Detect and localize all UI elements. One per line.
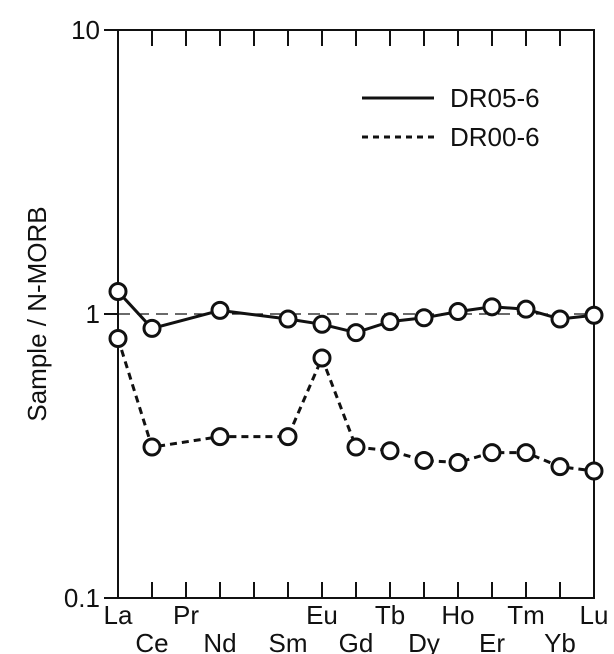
data-point-2 <box>312 348 332 368</box>
legend-label-1: DR05-6 <box>450 83 540 113</box>
data-point-1 <box>312 314 332 334</box>
series-layer <box>108 282 604 481</box>
y-tick-label: 10 <box>71 15 100 45</box>
data-point-2 <box>142 437 162 457</box>
y-tick-label: 0.1 <box>64 583 100 613</box>
data-point-2 <box>448 452 468 472</box>
data-point-2 <box>108 328 128 348</box>
data-point-1 <box>414 308 434 328</box>
x-tick-label: Tb <box>375 600 405 630</box>
x-tick-label: Tm <box>507 600 545 630</box>
data-point-2 <box>482 443 502 463</box>
y-tick-label: 1 <box>86 299 100 329</box>
data-point-1 <box>108 282 128 302</box>
legend-label-2: DR00-6 <box>450 122 540 152</box>
data-point-2 <box>278 427 298 447</box>
data-point-1 <box>550 309 570 329</box>
x-tick-label: Lu <box>580 600 609 630</box>
data-point-1 <box>516 299 536 319</box>
x-tick-label: Gd <box>339 628 374 654</box>
x-tick-label: La <box>104 600 133 630</box>
x-tick-label: Pr <box>173 600 199 630</box>
data-point-1 <box>210 300 230 320</box>
data-point-1 <box>448 302 468 322</box>
data-point-2 <box>414 450 434 470</box>
data-point-1 <box>278 309 298 329</box>
legend: DR05-6 DR00-6 <box>362 83 540 152</box>
data-point-1 <box>346 323 366 343</box>
x-tick-label: Eu <box>306 600 338 630</box>
data-point-2 <box>210 427 230 447</box>
data-point-1 <box>584 305 604 325</box>
x-tick-label: Er <box>479 628 505 654</box>
data-point-2 <box>380 441 400 461</box>
data-point-2 <box>550 457 570 477</box>
data-point-2 <box>516 443 536 463</box>
x-tick-label: Nd <box>203 628 236 654</box>
x-tick-label: Ho <box>441 600 474 630</box>
ticks-layer <box>104 29 595 599</box>
x-tick-label: Ce <box>135 628 168 654</box>
x-tick-label: Sm <box>269 628 308 654</box>
y-axis-label: Sample / N-MORB <box>22 206 52 421</box>
data-point-1 <box>482 297 502 317</box>
data-point-2 <box>346 437 366 457</box>
x-tick-label: Yb <box>544 628 576 654</box>
data-point-1 <box>142 318 162 338</box>
data-point-1 <box>380 312 400 332</box>
data-point-2 <box>584 461 604 481</box>
x-tick-label: Dy <box>408 628 440 654</box>
